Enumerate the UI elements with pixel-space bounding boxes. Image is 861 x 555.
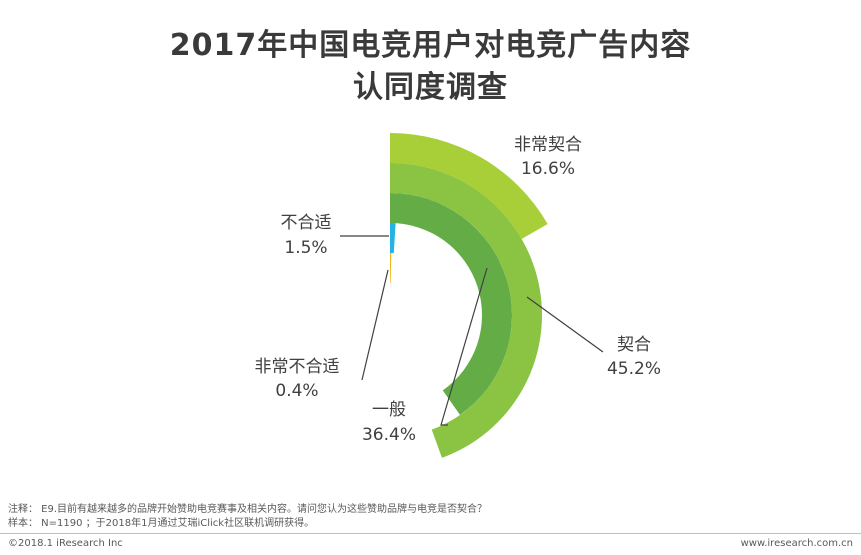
ring-fit bbox=[390, 163, 543, 458]
footnote-question: 注释： E9.目前有越来越多的品牌开始赞助电竞赛事及相关内容。请问您认为这些赞助… bbox=[8, 504, 488, 515]
label-value-very-unfit: 0.4% bbox=[275, 381, 318, 401]
leader-line-very-unfit bbox=[361, 269, 389, 381]
label-value-neutral: 36.4% bbox=[362, 425, 416, 445]
label-value-fit: 45.2% bbox=[607, 359, 661, 379]
label-name-fit: 契合 bbox=[617, 335, 651, 355]
ring-very-fit bbox=[390, 133, 548, 239]
chart-title-line2: 认同度调查 bbox=[353, 70, 508, 105]
radial-ring-chart: 非常契合 16.6% 契合 45.2% 一般 36.4% 不合适 1.5% 非常不合适 0.4% bbox=[255, 133, 661, 458]
leader-line-neutral bbox=[440, 267, 488, 426]
label-value-unfit: 1.5% bbox=[284, 238, 327, 258]
label-value-very-fit: 16.6% bbox=[521, 159, 575, 179]
label-name-very-fit: 非常契合 bbox=[514, 135, 582, 155]
label-name-very-unfit: 非常不合适 bbox=[255, 357, 340, 377]
footer-website: www.iresearch.com.cn bbox=[740, 538, 853, 549]
leader-line-fit bbox=[526, 296, 604, 353]
ring-very-unfit bbox=[390, 253, 392, 284]
label-name-neutral: 一般 bbox=[372, 400, 406, 420]
footer-copyright: ©2018.1 iResearch Inc bbox=[8, 538, 123, 549]
label-name-unfit: 不合适 bbox=[281, 213, 332, 233]
ring-neutral bbox=[390, 193, 512, 415]
footnote-sample: 样本： N=1190 ；于2018年1月通过艾瑞iClick社区联机调研获得。 bbox=[8, 518, 315, 529]
footer-divider bbox=[0, 533, 861, 534]
chart-title-line1: 2017年中国电竞用户对电竞广告内容 bbox=[169, 28, 692, 63]
ring-unfit bbox=[390, 223, 396, 254]
